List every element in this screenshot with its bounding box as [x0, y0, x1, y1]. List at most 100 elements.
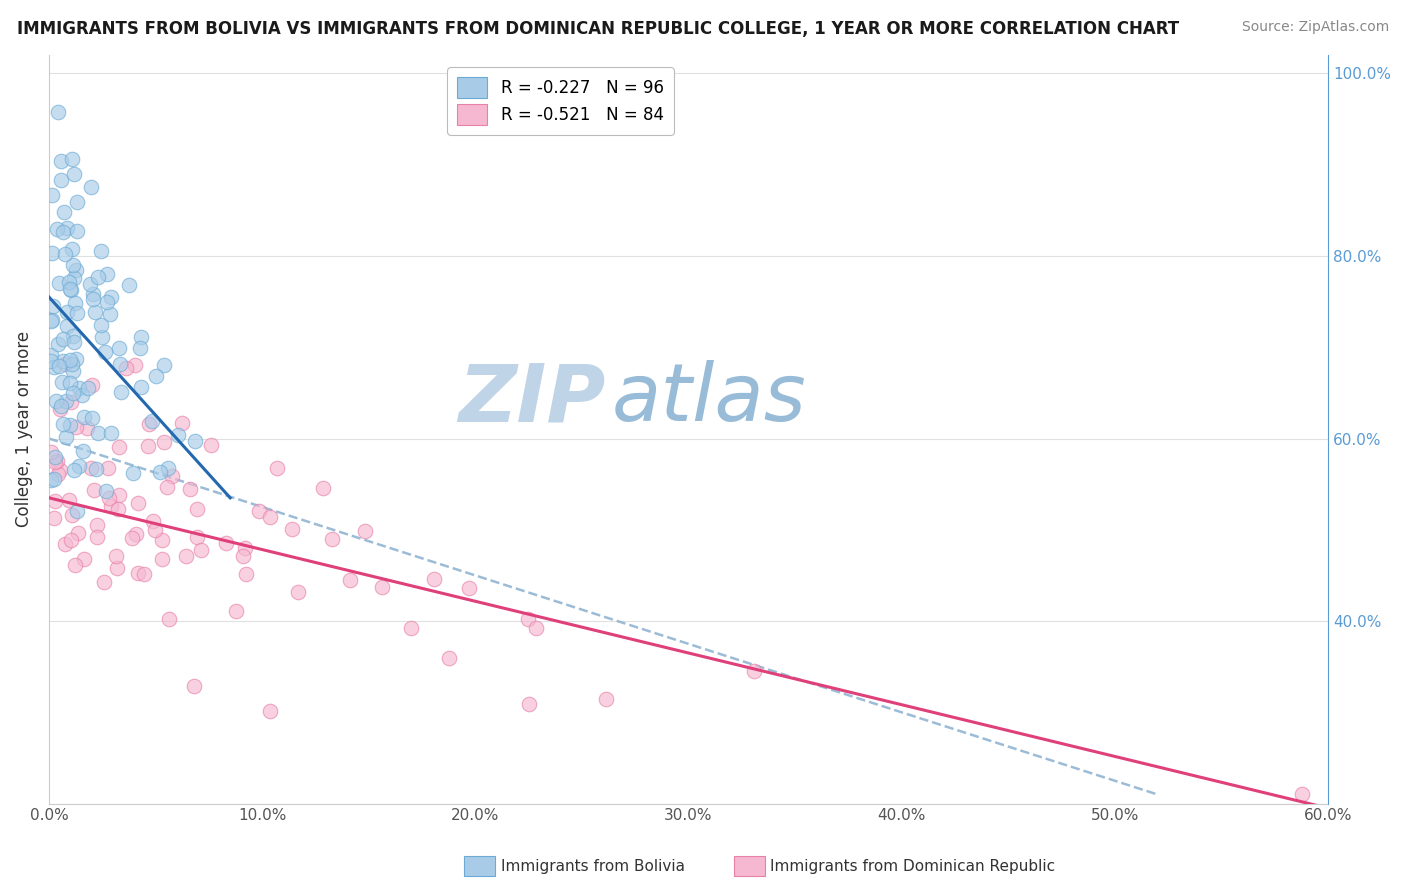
- Point: [232, 549, 254, 563]
- Point: [183, 679, 205, 693]
- Point: [90, 244, 112, 258]
- Point: [41, 299, 63, 313]
- Point: [108, 440, 131, 454]
- Point: [94, 345, 117, 359]
- Text: Immigrants from Dominican Republic: Immigrants from Dominican Republic: [770, 859, 1056, 873]
- Point: [58, 492, 80, 507]
- Point: [60, 242, 83, 256]
- Point: [259, 510, 281, 524]
- Point: [80, 179, 103, 194]
- Point: [67, 380, 90, 394]
- Point: [247, 504, 270, 518]
- Point: [44, 450, 66, 464]
- Point: [105, 549, 128, 563]
- Point: [87, 425, 110, 440]
- Point: [41, 312, 63, 326]
- Point: [44, 494, 66, 508]
- Point: [156, 480, 179, 494]
- Point: [70, 388, 93, 402]
- Point: [339, 574, 361, 588]
- Point: [142, 514, 165, 528]
- Point: [60, 152, 83, 166]
- Point: [52, 332, 75, 346]
- Point: [107, 502, 129, 516]
- Point: [58, 275, 80, 289]
- Point: [153, 358, 176, 372]
- Point: [76, 421, 98, 435]
- Point: [55, 430, 77, 444]
- Point: [259, 704, 281, 718]
- Point: [235, 567, 257, 582]
- Point: [174, 549, 197, 563]
- Point: [66, 224, 89, 238]
- Point: [65, 420, 87, 434]
- Point: [46, 467, 69, 481]
- Point: [83, 483, 105, 497]
- Point: [66, 504, 89, 518]
- Point: [53, 205, 76, 219]
- Point: [60, 395, 83, 409]
- Point: [170, 416, 193, 430]
- Point: [98, 307, 121, 321]
- Point: [200, 438, 222, 452]
- Point: [76, 381, 98, 395]
- Point: [63, 296, 86, 310]
- Point: [93, 574, 115, 589]
- Point: [39, 313, 62, 327]
- Point: [190, 543, 212, 558]
- Point: [51, 376, 73, 390]
- Point: [105, 561, 128, 575]
- Point: [62, 259, 84, 273]
- Point: [39, 445, 62, 459]
- Point: [59, 353, 82, 368]
- Point: [87, 270, 110, 285]
- Point: [82, 411, 104, 425]
- Point: [153, 434, 176, 449]
- Point: [80, 377, 103, 392]
- Point: [141, 414, 163, 428]
- Point: [150, 533, 173, 547]
- Point: [49, 401, 72, 416]
- Point: [458, 581, 481, 595]
- Y-axis label: College, 1 year or more: College, 1 year or more: [15, 331, 32, 527]
- Point: [312, 481, 335, 495]
- Point: [48, 276, 70, 290]
- Point: [60, 508, 83, 523]
- Point: [125, 527, 148, 541]
- Point: [110, 385, 132, 400]
- Point: [66, 306, 89, 320]
- Point: [91, 330, 114, 344]
- Text: IMMIGRANTS FROM BOLIVIA VS IMMIGRANTS FROM DOMINICAN REPUBLIC COLLEGE, 1 YEAR OR: IMMIGRANTS FROM BOLIVIA VS IMMIGRANTS FR…: [17, 20, 1180, 37]
- Point: [59, 533, 82, 547]
- Point: [121, 531, 143, 545]
- Point: [321, 533, 343, 547]
- Point: [132, 566, 155, 581]
- Point: [58, 282, 80, 296]
- Point: [127, 496, 149, 510]
- Point: [53, 537, 76, 551]
- Point: [51, 153, 73, 168]
- Point: [60, 357, 83, 371]
- Text: ZIP: ZIP: [458, 360, 606, 439]
- Point: [186, 501, 208, 516]
- Point: [179, 483, 201, 497]
- Point: [215, 536, 238, 550]
- Point: [107, 341, 129, 355]
- Point: [97, 461, 120, 475]
- Point: [145, 368, 167, 383]
- Point: [39, 354, 62, 368]
- Point: [62, 328, 84, 343]
- Point: [184, 434, 207, 449]
- Point: [121, 466, 143, 480]
- Point: [98, 491, 121, 506]
- Point: [138, 417, 160, 431]
- Point: [63, 271, 86, 285]
- Point: [423, 573, 446, 587]
- Point: [55, 393, 77, 408]
- Point: [128, 341, 150, 355]
- Point: [66, 195, 89, 210]
- Text: Immigrants from Bolivia: Immigrants from Bolivia: [501, 859, 685, 873]
- Point: [41, 187, 63, 202]
- Point: [67, 526, 90, 541]
- Point: [45, 393, 67, 408]
